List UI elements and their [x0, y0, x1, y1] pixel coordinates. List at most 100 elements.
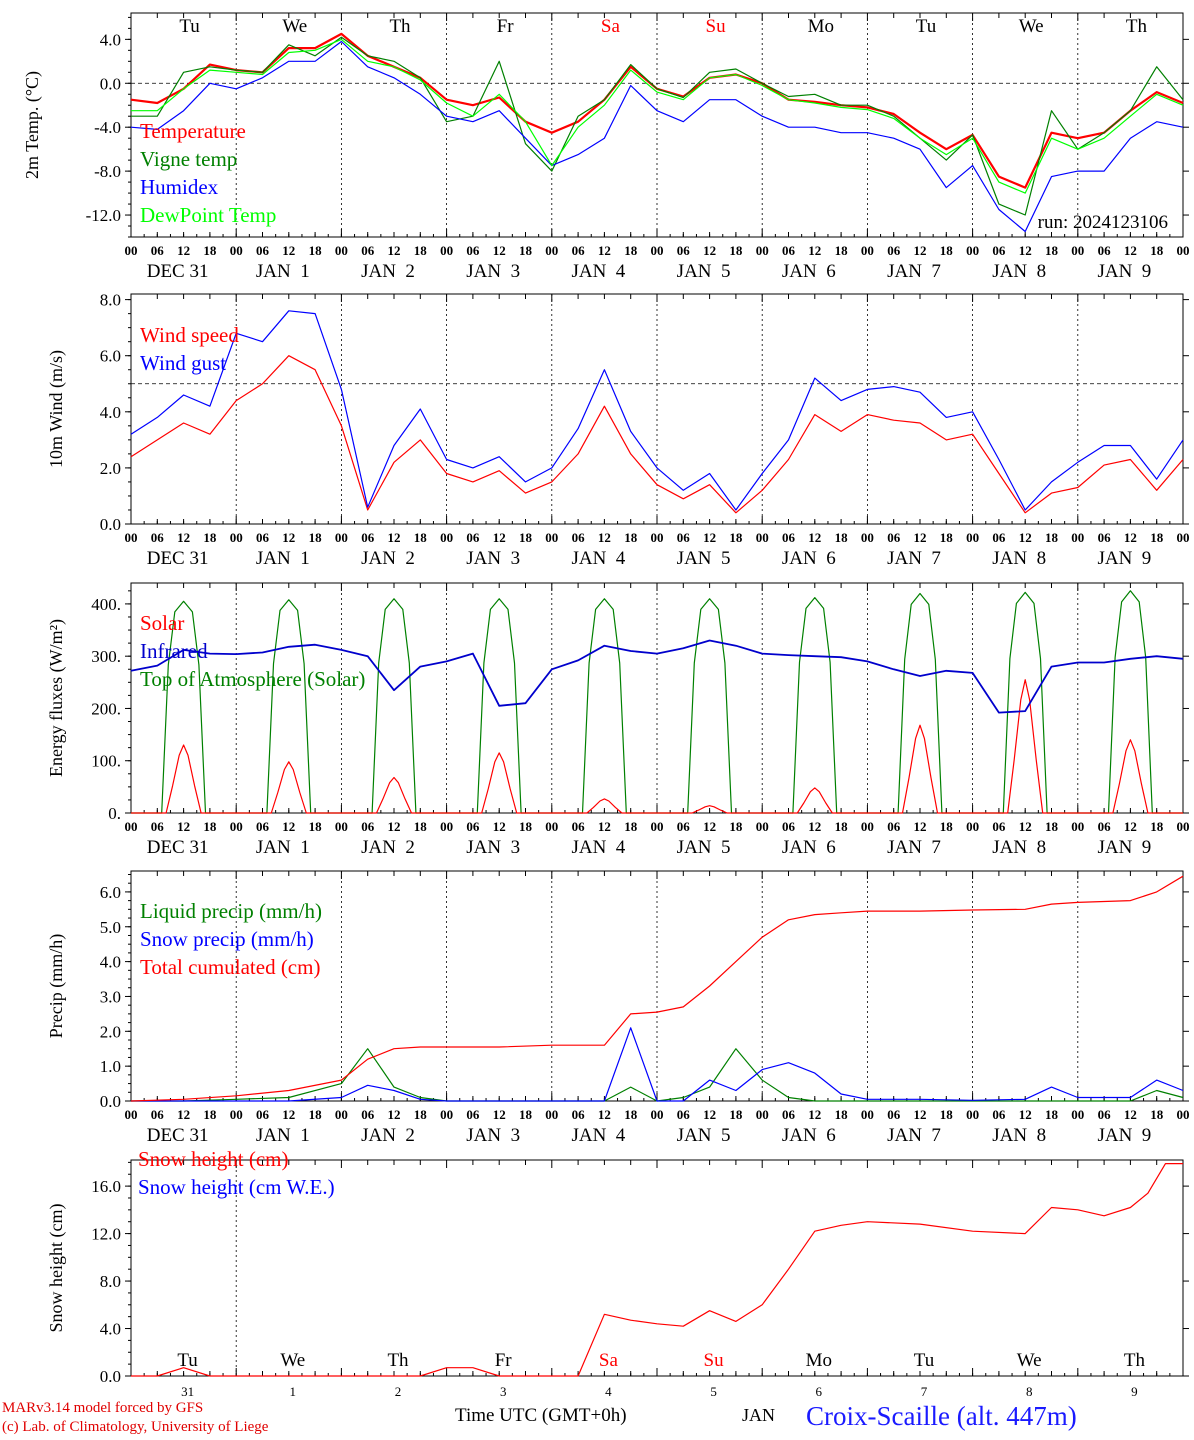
- x-date-label: JAN 9: [1097, 837, 1151, 858]
- x-date-label: JAN 1: [256, 261, 310, 282]
- x-hour-label: 00: [966, 243, 979, 258]
- x-date-label: JAN 5: [677, 1125, 731, 1146]
- x-hour-label: 00: [1071, 243, 1084, 258]
- x-date-label: JAN 9: [1097, 1125, 1151, 1146]
- x-hour-label: 06: [887, 530, 901, 545]
- x-hour-label: 18: [519, 819, 533, 834]
- x-date-label: JAN 5: [677, 837, 731, 858]
- day-label: Th: [387, 1350, 409, 1371]
- day-label: Sa: [601, 16, 621, 37]
- x-hour-label: 06: [887, 819, 901, 834]
- y-tick-label: 4.0: [100, 1320, 121, 1339]
- x-hour-label: 06: [887, 1107, 901, 1122]
- x-hour-label: 18: [835, 1107, 849, 1122]
- x-hour-label: 18: [835, 819, 849, 834]
- x-hour-label: 00: [756, 819, 769, 834]
- y-tick-label: 6.0: [100, 347, 121, 366]
- legend-entry: Humidex: [140, 175, 219, 199]
- x-hour-label: 06: [677, 530, 691, 545]
- x-hour-label: 00: [125, 530, 138, 545]
- x-hour-label: 00: [1177, 1107, 1190, 1122]
- x-hour-label: 18: [729, 530, 743, 545]
- x-hour-label: 06: [782, 819, 796, 834]
- y-tick-label: 0.0: [100, 1092, 121, 1111]
- y-tick-label: 4.0: [100, 30, 121, 49]
- x-hour-label: 00: [125, 1107, 138, 1122]
- panel-2: 8.0 6.0 4.0 2.0 0.0 10m Wind (m/s) 00 06 12 18 00 0…: [46, 291, 1190, 569]
- date-tick-label: 8: [1026, 1384, 1033, 1399]
- day-label: Mo: [806, 1350, 832, 1371]
- x-date-label: JAN 3: [466, 1125, 520, 1146]
- date-tick-label: 5: [710, 1384, 717, 1399]
- panel-4: 6.0 5.0 4.0 3.0 2.0 1.0 0.0 Precip (mm/h) 00 06 12…: [46, 870, 1190, 1146]
- x-hour-label: 18: [624, 243, 638, 258]
- x-hour-label: 00: [335, 819, 348, 834]
- day-label: Tu: [177, 1350, 198, 1371]
- x-hour-label: 18: [940, 530, 954, 545]
- day-label: Tu: [179, 16, 200, 37]
- x-hour-label: 12: [1124, 819, 1137, 834]
- x-hour-label: 12: [1124, 243, 1137, 258]
- x-hour-label: 12: [598, 530, 611, 545]
- x-date-label: JAN 6: [782, 548, 836, 569]
- x-hour-label: 00: [651, 243, 664, 258]
- x-hour-label: 06: [1098, 530, 1112, 545]
- x-hour-label: 00: [861, 819, 874, 834]
- panel-3: 400. 300. 200. 100. 0. Energy fluxes (W/m²) 00…: [46, 582, 1190, 858]
- x-hour-label: 12: [598, 243, 611, 258]
- x-hour-label: 12: [1124, 1107, 1137, 1122]
- x-hour-label: 12: [493, 530, 506, 545]
- x-hour-label: 06: [782, 530, 796, 545]
- y-tick-label: 300.: [91, 647, 121, 666]
- x-date-label: DEC 31: [147, 261, 209, 282]
- y-tick-label: 6.0: [100, 883, 121, 902]
- x-hour-label: 18: [835, 243, 849, 258]
- x-hour-label: 06: [992, 819, 1006, 834]
- y-tick-label: 0.0: [100, 74, 121, 93]
- x-hour-label: 18: [1150, 1107, 1164, 1122]
- x-date-label: JAN 4: [571, 261, 625, 282]
- y-axis-label: Energy fluxes (W/m²): [46, 619, 67, 777]
- series-line-1: [131, 1162, 1183, 1377]
- x-hour-label: 06: [572, 530, 586, 545]
- x-hour-label: 18: [624, 530, 638, 545]
- x-date-label: JAN 8: [992, 261, 1046, 282]
- x-hour-label: 06: [151, 1107, 165, 1122]
- x-hour-label: 06: [572, 1107, 586, 1122]
- legend-entry: Solar: [140, 611, 184, 635]
- day-label: Th: [1124, 1350, 1146, 1371]
- day-label: We: [1019, 16, 1044, 37]
- date-tick-label: 7: [921, 1384, 928, 1399]
- x-hour-label: 18: [519, 530, 533, 545]
- y-tick-label: -12.0: [86, 206, 121, 225]
- x-hour-label: 00: [125, 819, 138, 834]
- x-hour-label: 12: [388, 819, 401, 834]
- day-label: Mo: [808, 16, 834, 37]
- x-hour-label: 12: [808, 1107, 821, 1122]
- x-hour-label: 18: [1150, 530, 1164, 545]
- x-hour-label: 06: [361, 530, 375, 545]
- x-hour-label: 18: [203, 243, 217, 258]
- y-tick-label: 0.: [108, 804, 121, 823]
- y-tick-label: 2.0: [100, 1022, 121, 1041]
- series-line-1: [131, 1048, 1184, 1102]
- series-line-3: [130, 40, 1184, 233]
- legend-entry: Temperature: [140, 119, 246, 143]
- legend-entry: DewPoint Temp: [140, 203, 276, 227]
- series-line-infrared: [130, 639, 1184, 714]
- x-hour-label: 18: [309, 530, 323, 545]
- x-date-label: JAN 3: [466, 837, 520, 858]
- x-hour-label: 12: [1019, 819, 1032, 834]
- x-hour-label: 12: [282, 243, 295, 258]
- x-hour-label: 12: [1019, 530, 1032, 545]
- x-hour-label: 00: [651, 819, 664, 834]
- x-hour-label: 12: [493, 1107, 506, 1122]
- x-hour-label: 06: [677, 1107, 691, 1122]
- x-hour-label: 12: [703, 243, 716, 258]
- x-hour-label: 12: [493, 819, 506, 834]
- x-date-label: JAN 2: [361, 837, 415, 858]
- x-hour-label: 00: [545, 819, 558, 834]
- y-tick-label: 1.0: [100, 1057, 121, 1076]
- day-label: Tu: [916, 16, 937, 37]
